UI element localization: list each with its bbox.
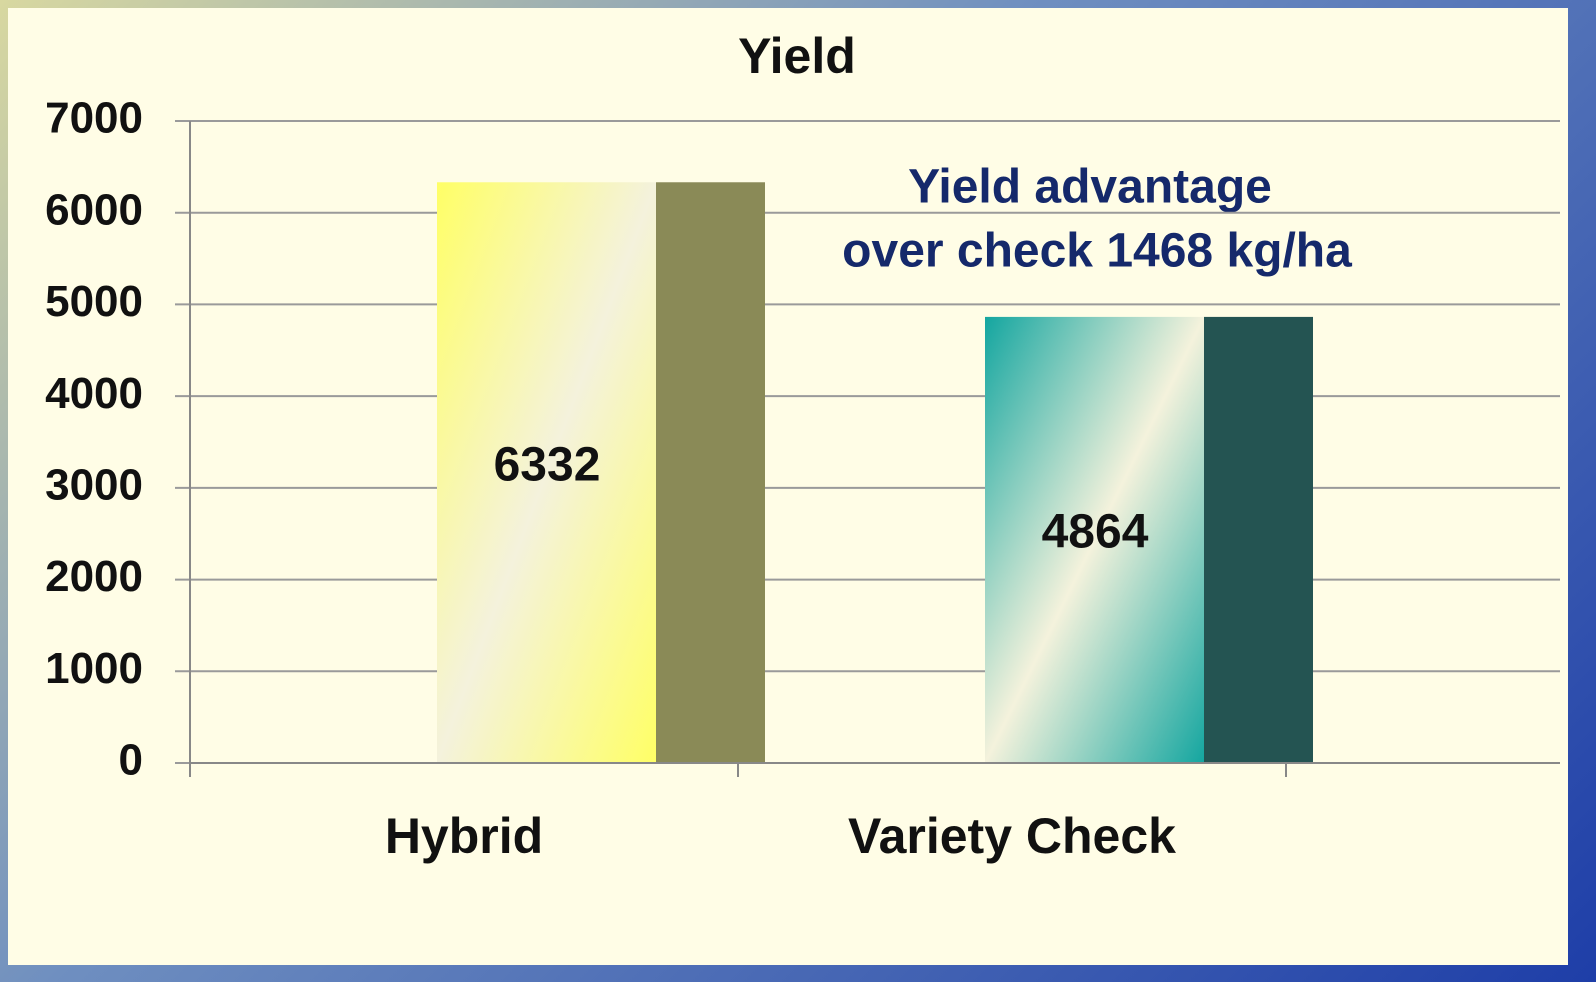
value-label: 6332 — [494, 438, 601, 491]
annotation: over check 1468 kg/ha — [842, 225, 1352, 278]
y-tick-label: 1000 — [45, 644, 143, 693]
y-tick-label: 6000 — [45, 185, 143, 234]
x-tick-label: Hybrid — [385, 808, 543, 864]
chart-panel — [8, 8, 1568, 965]
annotation: Yield advantage — [908, 161, 1272, 214]
y-tick-label: 7000 — [45, 94, 143, 143]
y-tick-label: 4000 — [45, 369, 143, 418]
y-tick-label: 3000 — [45, 460, 143, 509]
bar — [985, 316, 1204, 763]
bar — [437, 182, 656, 763]
bar-side — [1204, 316, 1313, 763]
value-label: 4864 — [1042, 506, 1149, 559]
y-tick-label: 0 — [119, 736, 143, 785]
y-tick-label: 5000 — [45, 277, 143, 326]
y-tick-label: 2000 — [45, 552, 143, 601]
chart-title: Yield — [738, 28, 856, 84]
x-tick-label: Variety Check — [848, 808, 1176, 864]
bar-side — [656, 182, 765, 763]
